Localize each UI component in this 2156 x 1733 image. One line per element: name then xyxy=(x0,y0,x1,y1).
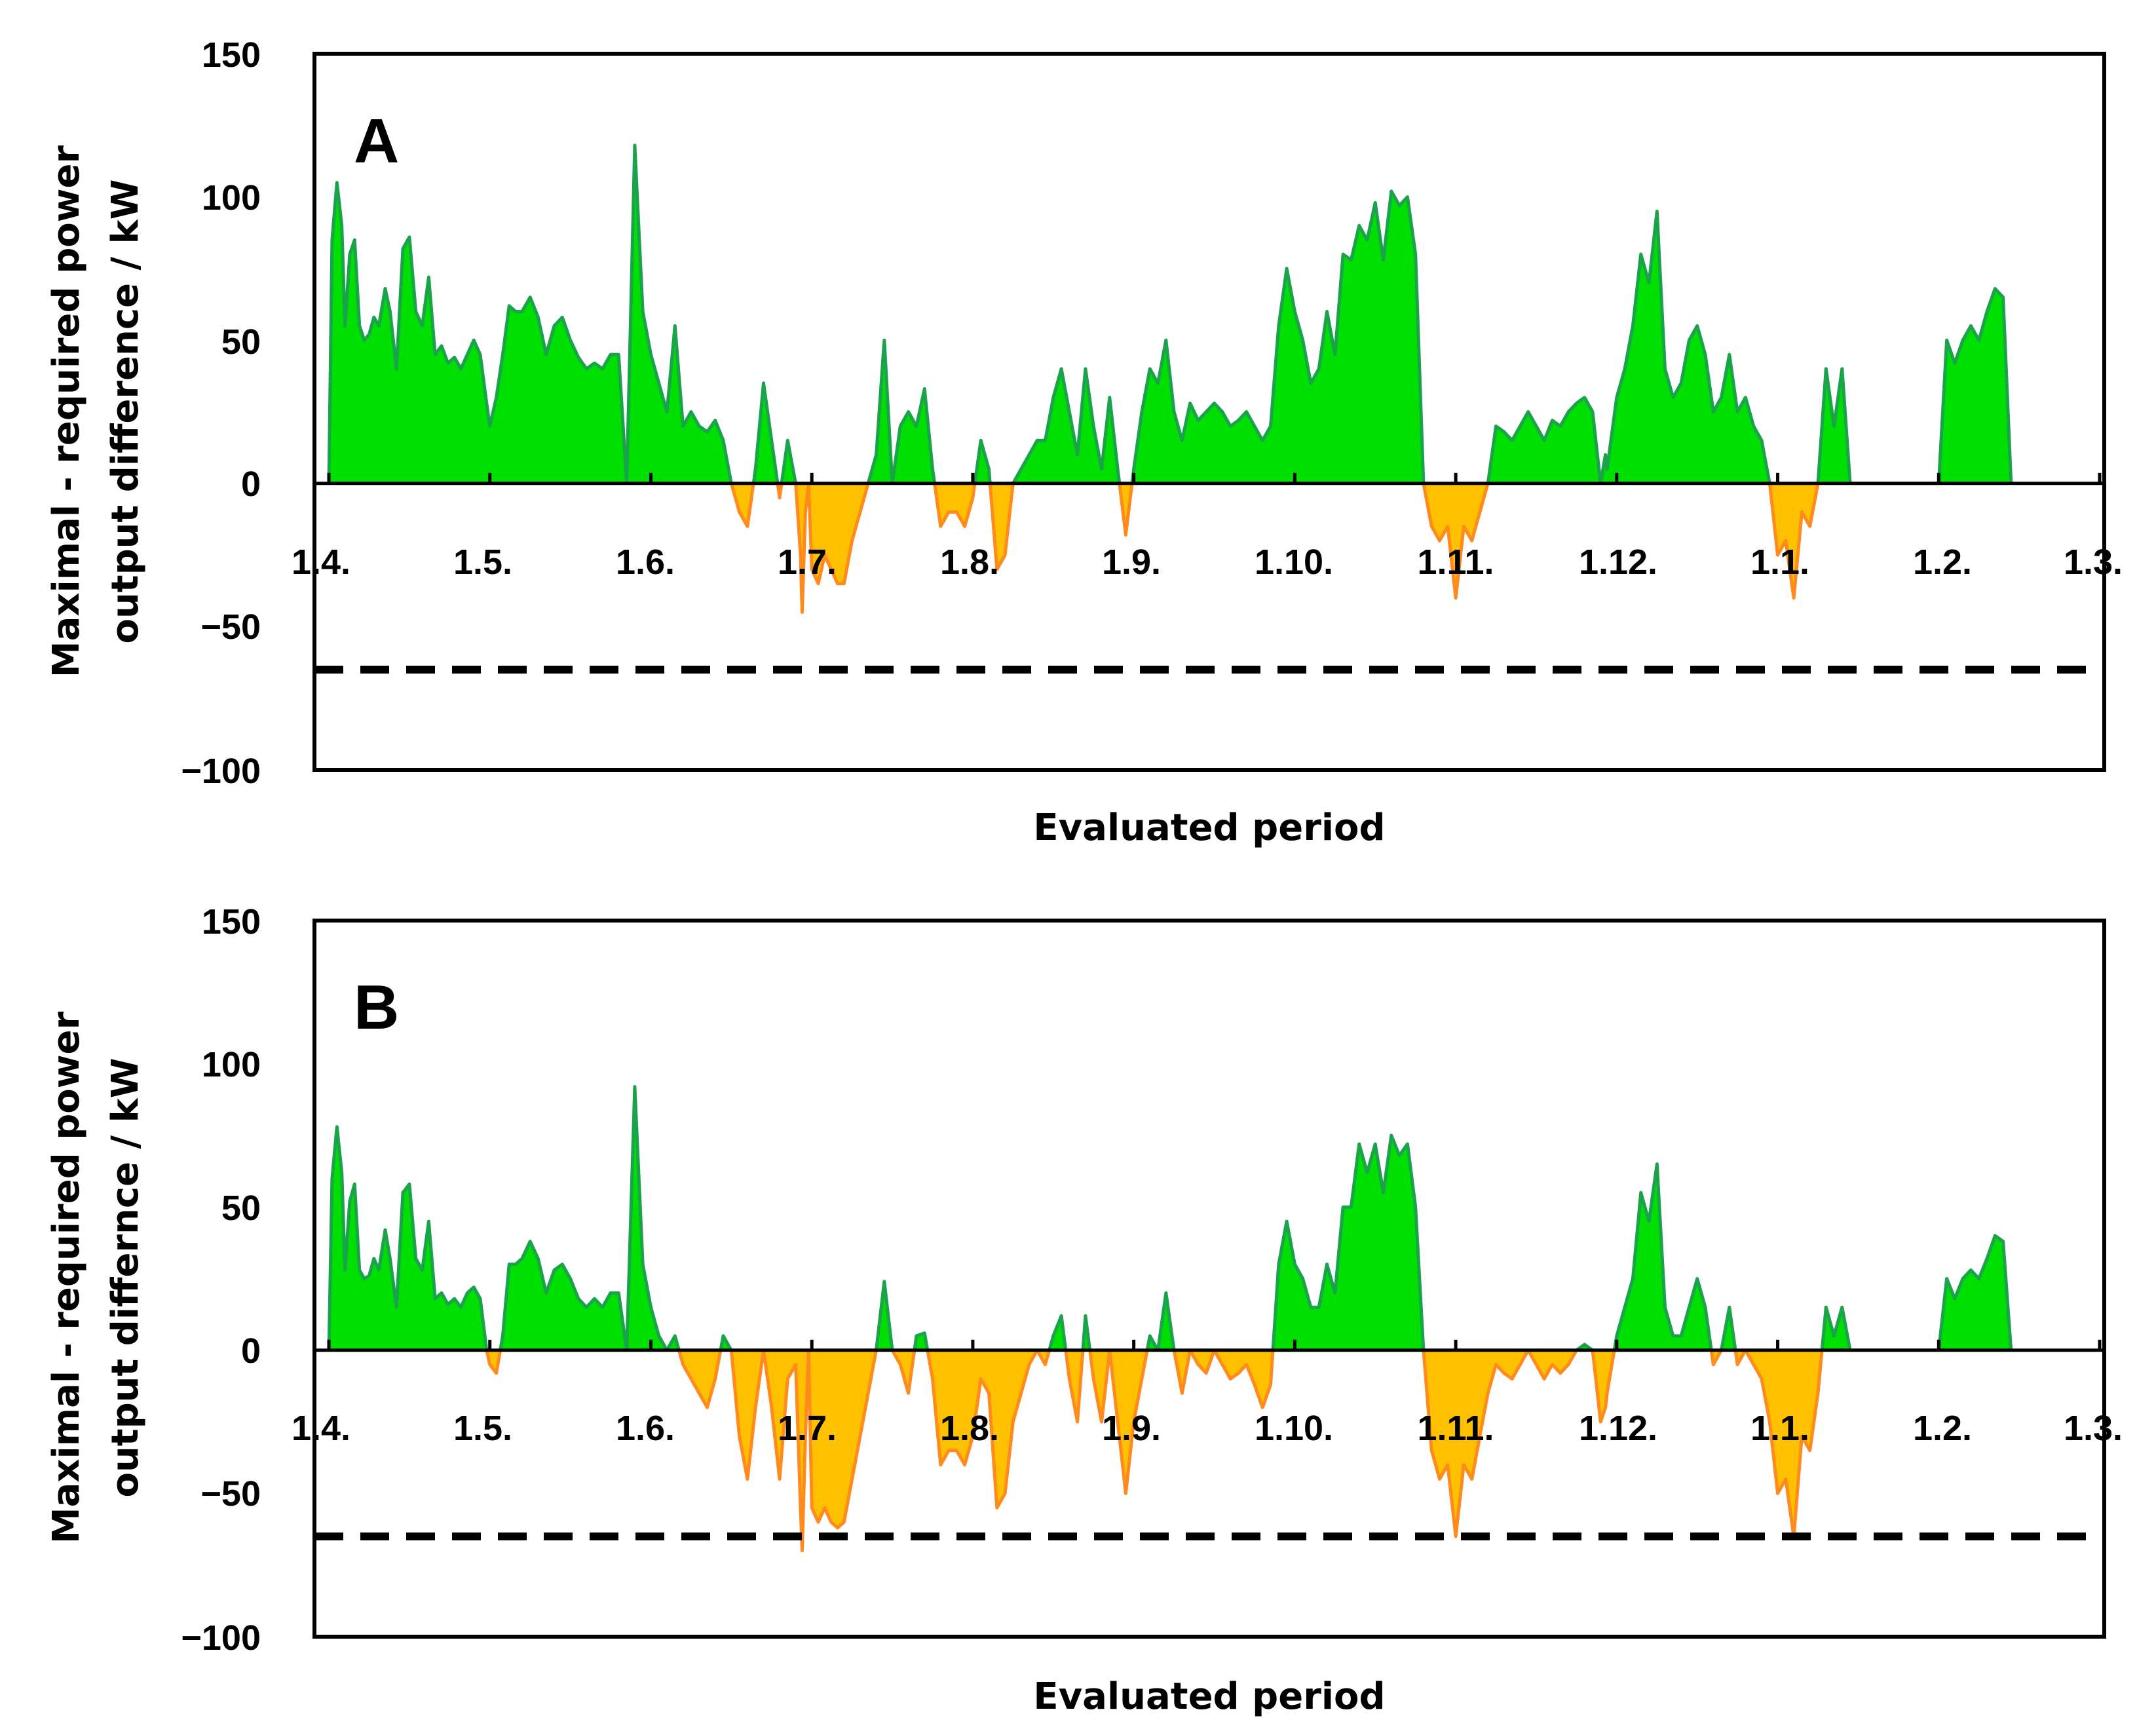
panel-a-xtick-label: 1.2. xyxy=(1913,543,1972,582)
panel-a-xtick-label: 1.11. xyxy=(1417,543,1494,582)
panel-a-xtick-label: 1.6. xyxy=(616,543,675,582)
panel-b: B 150 100 50 0 −50 −100 1.4. 1.5. 1.6. 1… xyxy=(45,902,2123,1718)
panel-a: A 150 100 50 0 −50 −100 1.4. 1.5. 1.6. 1… xyxy=(45,35,2123,849)
panel-a-xtick-label: 1.5. xyxy=(453,543,512,582)
panel-b-xtick-label: 1.3. xyxy=(2064,1409,2123,1448)
panel-b-xtick-label: 1.1. xyxy=(1750,1409,1809,1448)
panel-a-xtick-label: 1.1. xyxy=(1750,543,1809,582)
panel-a-x-axis-title: Evaluated period xyxy=(1033,807,1385,849)
panel-b-xtick-label: 1.11. xyxy=(1417,1409,1494,1448)
panel-a-xtick-label: 1.4. xyxy=(292,543,350,582)
panel-a-y-axis-title-line1: Maximal - required power xyxy=(45,145,88,678)
panel-a-xtick-label: 1.9. xyxy=(1102,543,1161,582)
panel-a-positive-series-line xyxy=(327,143,2013,484)
panel-b-negative-series-line xyxy=(329,1350,2011,1553)
panel-b-y-axis-title-line2: output differnce / kW xyxy=(104,1057,147,1497)
panel-b-plot-frame xyxy=(312,919,2106,1639)
panel-b-xtick-label: 1.12. xyxy=(1579,1409,1657,1448)
panel-a-positive-area xyxy=(327,143,2013,484)
panel-a-letter: A xyxy=(354,106,399,176)
panel-b-positive-series-line xyxy=(327,1085,2013,1350)
panel-a-ytick-label: 0 xyxy=(241,465,261,504)
panel-a-xtick-label: 1.10. xyxy=(1255,543,1333,582)
panel-b-ytick-label: 50 xyxy=(221,1189,261,1228)
panel-b-xtick-label: 1.9. xyxy=(1102,1409,1161,1448)
panel-a-xtick-label: 1.3. xyxy=(2064,543,2123,582)
panel-b-ytick-label: −50 xyxy=(200,1474,261,1514)
panel-a-positive-fill xyxy=(329,145,2011,484)
panel-b-ytick-label: 100 xyxy=(202,1045,261,1084)
panel-a-y-axis-title-line2: output difference / kW xyxy=(104,179,147,643)
panel-b-y-axis-title-line1: Maximal - required power xyxy=(45,1012,88,1544)
panel-a-xtick-label: 1.7. xyxy=(778,543,837,582)
panel-b-xtick-label: 1.6. xyxy=(616,1409,675,1448)
panel-a-zero-axis xyxy=(314,472,2104,486)
panel-b-positive-fill xyxy=(329,1086,2011,1350)
panel-b-ytick-label: −100 xyxy=(181,1618,261,1658)
panel-a-ytick-label: −100 xyxy=(181,752,261,791)
panel-b-negative-fill xyxy=(486,1350,1823,1551)
panel-b-xtick-label: 1.7. xyxy=(778,1409,837,1448)
panel-a-ytick-label: 150 xyxy=(202,35,261,75)
panel-a-plot-frame xyxy=(312,52,2106,772)
panel-b-negative-area xyxy=(329,1350,2011,1553)
panel-b-ytick-label: 0 xyxy=(241,1331,261,1371)
panel-b-ytick-label: 150 xyxy=(202,902,261,942)
panel-a-xtick-label: 1.8. xyxy=(940,543,999,582)
panel-b-xtick-label: 1.4. xyxy=(292,1409,350,1448)
panel-b-x-axis-title: Evaluated period xyxy=(1033,1675,1385,1718)
panel-b-letter: B xyxy=(354,972,399,1042)
panel-a-ytick-label: −50 xyxy=(200,607,261,647)
panel-a-xtick-label: 1.12. xyxy=(1579,543,1657,582)
panel-a-ytick-label: 100 xyxy=(202,178,261,218)
panel-b-zero-axis xyxy=(314,1339,2104,1352)
panel-b-xtick-label: 1.5. xyxy=(453,1409,512,1448)
panel-b-xtick-label: 1.8. xyxy=(940,1409,999,1448)
panel-b-xtick-label: 1.2. xyxy=(1913,1409,1972,1448)
panel-b-xtick-label: 1.10. xyxy=(1255,1409,1333,1448)
panel-a-ytick-label: 50 xyxy=(221,322,261,362)
panel-b-positive-area xyxy=(327,1085,2013,1350)
